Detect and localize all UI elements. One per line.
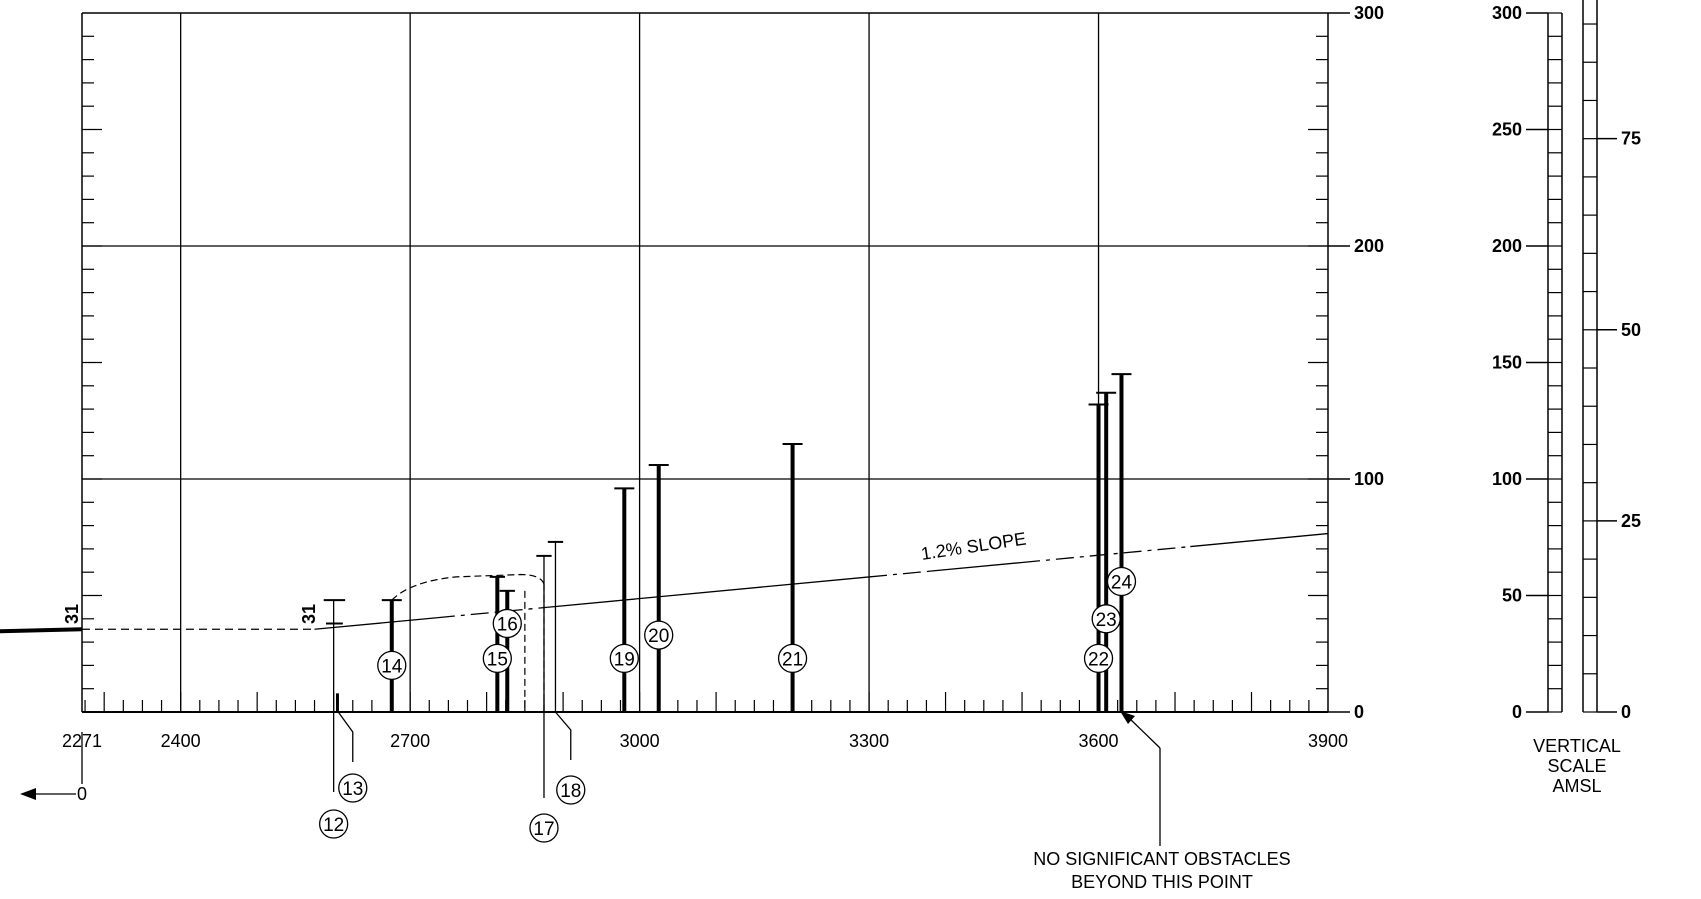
slope-segment bbox=[314, 617, 437, 630]
obstacle-12-marker bbox=[318, 809, 349, 839]
obstacle-19-marker bbox=[609, 643, 639, 674]
obstacle-18-leader bbox=[554, 711, 572, 760]
obstacle-13-leader bbox=[337, 711, 354, 762]
obstacle-12-label: 12 bbox=[323, 815, 344, 836]
obstacles-layer: 12 13 14 15 16 17 18 19 20 21 22 23 24 bbox=[318, 373, 1137, 843]
scale-feet-label: 50 bbox=[1502, 586, 1522, 606]
y-tick-label: 200 bbox=[1354, 236, 1384, 256]
threshold-label-right: 31 bbox=[299, 604, 319, 624]
slope-segment bbox=[930, 561, 1023, 572]
scale-meter-label: 25 bbox=[1621, 511, 1641, 531]
obstacle-15-label: 15 bbox=[487, 649, 508, 670]
obstacle-23-marker bbox=[1091, 604, 1121, 634]
origin-arrow bbox=[20, 732, 83, 800]
scale-feet-label: 0 bbox=[1512, 702, 1522, 722]
slope-segment bbox=[1190, 532, 1329, 548]
scale-feet-label: 300 bbox=[1492, 3, 1522, 23]
slope-segment-dashed bbox=[436, 606, 548, 619]
obstacle-20-label: 20 bbox=[648, 626, 669, 647]
obstacle-18-marker bbox=[556, 775, 586, 805]
obstacle-18-label: 18 bbox=[560, 781, 581, 802]
x-tick-label: 2400 bbox=[161, 731, 201, 751]
obstacle-17-marker bbox=[529, 813, 559, 843]
note-pointer bbox=[1120, 711, 1161, 846]
scale-meter-label: 0 bbox=[1621, 702, 1631, 722]
threshold-label-left: 31 bbox=[62, 604, 82, 624]
slope-segment-dashed bbox=[869, 570, 931, 578]
runway-segment bbox=[0, 627, 83, 634]
obstacle-22-marker bbox=[1083, 643, 1114, 674]
scale-feet-label: 100 bbox=[1492, 469, 1522, 489]
obstacle-21-marker bbox=[777, 643, 808, 674]
x-tick-label: 3600 bbox=[1079, 731, 1119, 751]
x-tick-label: 3900 bbox=[1308, 731, 1348, 751]
scale-feet-label: 150 bbox=[1492, 353, 1522, 373]
vertical-scale-caption-2: SCALE bbox=[1547, 756, 1606, 776]
slope-label: 1.2% SLOPE bbox=[920, 528, 1028, 563]
scale-feet-label: 250 bbox=[1492, 120, 1522, 140]
slope-segment bbox=[547, 576, 870, 608]
obstacle-21-label: 21 bbox=[782, 649, 803, 670]
scale-meter-label: 50 bbox=[1621, 320, 1641, 340]
y-tick-label: 0 bbox=[1354, 702, 1364, 722]
note-line-1: NO SIGNIFICANT OBSTACLES bbox=[1033, 849, 1290, 869]
origin-label: 0 bbox=[77, 784, 87, 804]
obstacle-24-marker bbox=[1106, 566, 1137, 597]
obstacle-16-marker bbox=[492, 608, 522, 639]
y-tick-label: 300 bbox=[1354, 3, 1384, 23]
scale-meter-label: 75 bbox=[1621, 129, 1641, 149]
obstacle-23-label: 23 bbox=[1096, 610, 1117, 631]
x-tick-label: 2700 bbox=[390, 731, 430, 751]
chart-grid bbox=[81, 12, 1350, 713]
obstacle-14-marker bbox=[377, 650, 407, 681]
x-tick-label: 3300 bbox=[849, 731, 889, 751]
obstacle-15-marker bbox=[482, 643, 512, 674]
obstacle-14-label: 14 bbox=[381, 656, 403, 677]
x-tick-label: 3000 bbox=[620, 731, 660, 751]
vertical-scale-caption-3: AMSL bbox=[1552, 776, 1601, 796]
obstacle-24-label: 24 bbox=[1111, 573, 1133, 594]
y-tick-label: 100 bbox=[1354, 469, 1384, 489]
note-line-2: BEYOND THIS POINT bbox=[1071, 872, 1253, 892]
scale-feet-label: 200 bbox=[1492, 236, 1522, 256]
obstacle-16-label: 16 bbox=[497, 614, 518, 635]
obstacle-13-marker bbox=[338, 773, 368, 803]
obstacle-17-label: 17 bbox=[533, 819, 554, 840]
obstacle-20-marker bbox=[644, 620, 674, 650]
dashed-terrain bbox=[391, 573, 545, 601]
obstacle-22-label: 22 bbox=[1088, 649, 1109, 670]
obstacle-19-label: 19 bbox=[614, 649, 635, 670]
obstacle-13-label: 13 bbox=[342, 779, 363, 800]
vertical-scale-caption-1: VERTICAL bbox=[1533, 736, 1621, 756]
